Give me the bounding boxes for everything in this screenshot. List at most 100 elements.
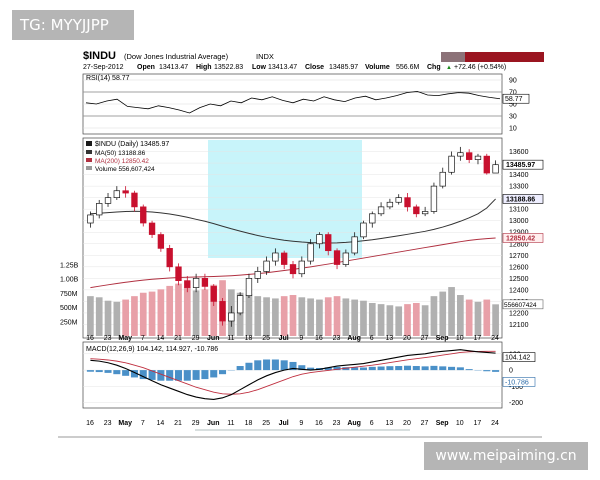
ma200-badge: [502, 233, 544, 243]
macd-last-value: 104.142: [505, 355, 530, 362]
candle-body: [228, 312, 235, 322]
x-tick-label: 21: [174, 335, 182, 342]
volume-y-tick-label: 1.00B: [60, 277, 79, 284]
legend-ma200-swatch: [86, 158, 92, 162]
volume-bar: [492, 304, 499, 336]
candle-body: [175, 266, 182, 282]
x-tick-label: 27: [421, 420, 429, 427]
macd-histogram-bar: [368, 366, 376, 371]
candle-body: [166, 248, 173, 268]
macd-histogram-bar: [439, 366, 447, 371]
x-tick-label: 11: [227, 420, 234, 427]
volume-bar: [474, 301, 482, 336]
candle-body: [140, 206, 147, 224]
candle-body: [184, 280, 191, 288]
volume-bar: [122, 299, 129, 336]
legend-ma50-swatch: [86, 150, 92, 154]
candle-body: [307, 243, 314, 262]
macd-histogram-bar: [219, 370, 227, 375]
price-y-tick-label: 13100: [509, 207, 529, 214]
watermark-bottom: www.meipaiming.cn: [424, 442, 588, 470]
candle-body: [395, 197, 402, 203]
macd-y-tick-label: 0: [509, 368, 513, 375]
candle-body: [404, 197, 411, 208]
volume-bar: [289, 295, 297, 336]
volume-bar: [148, 291, 156, 336]
volume-bar: [192, 290, 200, 336]
volume-bar: [87, 296, 94, 336]
candle-body: [298, 260, 305, 275]
macd-histogram-bar: [254, 360, 262, 371]
legend-ma200: MA(200) 12850.42: [95, 158, 149, 165]
volume-bar: [386, 305, 394, 336]
date-label: 27-Sep-2012: [83, 64, 124, 71]
rsi-y-tick-label: 50: [509, 102, 517, 109]
candle-body: [333, 250, 341, 265]
x-tick-label: 27: [421, 335, 429, 342]
x-tick-label: 18: [245, 335, 253, 342]
candle-body: [492, 164, 499, 174]
x-tick-label: 29: [192, 420, 200, 427]
ma50-line: [90, 198, 496, 244]
macd-last-badge: [502, 377, 536, 387]
volume-bar: [457, 295, 464, 336]
price-y-tick-label: 12500: [509, 276, 529, 283]
candle-body: [87, 214, 94, 224]
volume-bar: [483, 299, 491, 336]
macd-last-value: -10.786: [505, 379, 529, 386]
volume-bar: [439, 291, 447, 336]
macd-histogram-bar: [342, 367, 350, 371]
rsi-title: RSI(14) 58.77: [86, 75, 130, 82]
macd-histogram-bar: [430, 365, 438, 371]
macd-histogram-bar: [245, 362, 253, 371]
price-y-tick-label: 13300: [509, 184, 529, 191]
candle-body: [157, 234, 165, 249]
macd-histogram-bar: [412, 366, 420, 371]
price-y-tick-label: 13000: [509, 218, 529, 225]
volume-bar: [351, 299, 359, 336]
price-y-tick-label: 12400: [509, 287, 529, 294]
chart-header: $INDU (Dow Jones Industrial Average) IND…: [83, 50, 544, 71]
x-tick-label: 23: [104, 420, 112, 427]
x-tick-label: 20: [403, 335, 411, 342]
x-tick-label: 16: [86, 335, 94, 342]
volume-bar: [316, 299, 323, 336]
high-value: 13522.83: [214, 64, 243, 71]
macd-histogram-bar: [139, 370, 147, 380]
legend-volume-swatch: [86, 166, 92, 170]
close-label: Close: [305, 64, 324, 71]
volume-bar: [377, 304, 385, 336]
high-label: High: [196, 64, 212, 71]
x-tick-label: Sep: [436, 335, 449, 342]
candle-body: [113, 190, 120, 198]
volume-badge-value: 556607424: [504, 302, 537, 309]
volume-bar: [139, 292, 147, 336]
volume-y-tick-label: 500M: [60, 305, 78, 312]
candle-body: [96, 203, 103, 216]
candle-body: [474, 155, 482, 160]
volume-y-tick-label: 1.25B: [60, 262, 79, 269]
candle-body: [421, 211, 429, 215]
candle-body: [131, 192, 138, 208]
macd-histogram-bar: [403, 365, 412, 371]
volume-bar: [395, 306, 403, 336]
macd-histogram-bar: [324, 367, 332, 371]
volume-bar: [298, 297, 306, 336]
macd-histogram-bar: [95, 370, 103, 373]
candle-body: [192, 278, 200, 288]
macd-y-tick-label: -200: [509, 400, 523, 407]
volume-bar: [245, 293, 253, 336]
volume-y-tick-label: 750M: [60, 291, 78, 298]
low-label: Low: [252, 64, 267, 71]
candle-body: [342, 252, 350, 265]
volume-bar: [254, 296, 262, 336]
volume-bar: [430, 296, 438, 336]
macd-line: [90, 349, 496, 401]
macd-histogram-bar: [130, 370, 138, 378]
price-y-tick-label: 13600: [509, 149, 529, 156]
legend-candle-icon: [86, 141, 92, 146]
x-tick-label: 21: [174, 420, 182, 427]
price-y-tick-label: 12600: [509, 264, 529, 271]
volume-bar: [324, 297, 332, 336]
x-tick-label: 23: [104, 335, 112, 342]
